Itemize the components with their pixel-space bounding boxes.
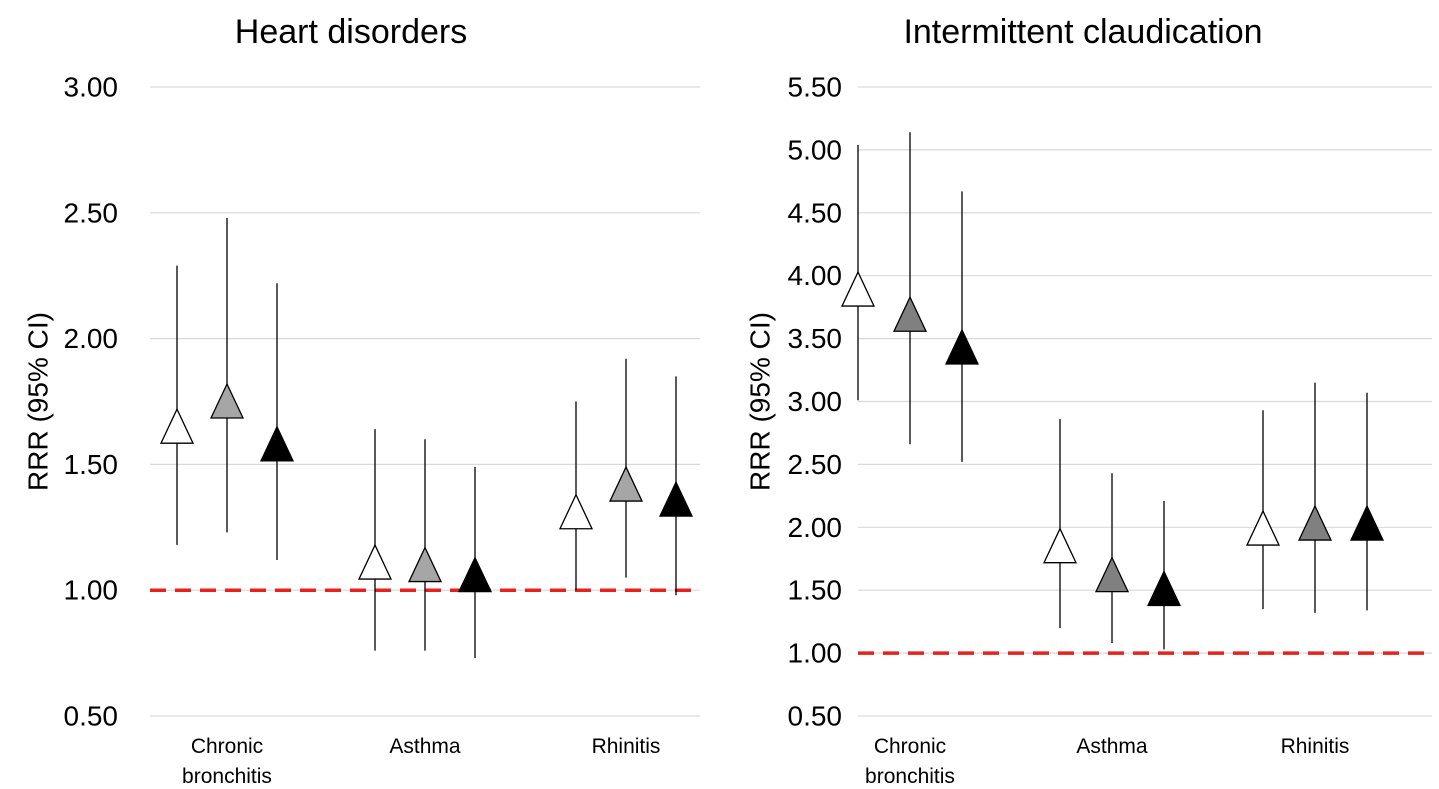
y-tick-label: 0.50 [64, 701, 119, 732]
category-label: Asthma [1076, 735, 1148, 758]
triangle-marker [357, 543, 393, 580]
y-tick-label: 2.00 [788, 512, 843, 543]
category-label: Asthma [389, 735, 461, 758]
y-tick-label: 1.50 [788, 575, 843, 606]
category-label: Rhinitis [592, 735, 661, 758]
category-label: Chronic [874, 735, 946, 758]
triangle-marker [407, 546, 443, 583]
y-tick-label: 2.50 [64, 197, 119, 228]
category-label: bronchitis [182, 765, 272, 788]
y-tick-label: 1.50 [64, 449, 119, 480]
triangle-marker [1245, 509, 1281, 546]
triangle-marker [558, 493, 594, 530]
y-tick-label: 0.50 [788, 701, 843, 732]
category-label: Rhinitis [1281, 735, 1350, 758]
triangle-marker [608, 465, 644, 502]
y-tick-label: 4.50 [788, 197, 843, 228]
y-tick-label: 5.00 [788, 134, 843, 165]
triangle-marker [944, 328, 980, 365]
y-tick-label: 5.50 [788, 72, 843, 103]
triangle-marker [1042, 527, 1078, 564]
y-tick-label: 4.00 [788, 260, 843, 291]
triangle-marker [840, 270, 876, 307]
y-tick-label: 1.00 [64, 575, 119, 606]
triangle-marker [159, 407, 195, 444]
category-label: bronchitis [865, 765, 955, 788]
intermittent-claudication-chart: Intermittent claudication RRR (95% CI) 0.5… [745, 13, 1432, 788]
triangle-marker [259, 425, 295, 462]
y-tick-label: 3.00 [64, 72, 119, 103]
triangle-marker [457, 556, 493, 593]
triangle-marker [1297, 504, 1333, 541]
category-label: Chronic [191, 735, 263, 758]
chart-title: Intermittent claudication [903, 13, 1262, 51]
y-axis-label: RRR (95% CI) [23, 312, 54, 491]
y-tick-label: 2.50 [788, 449, 843, 480]
triangle-marker [209, 382, 245, 419]
y-tick-label: 1.00 [788, 638, 843, 669]
triangle-marker [658, 480, 694, 517]
y-tick-label: 3.00 [788, 386, 843, 417]
triangle-marker [1146, 569, 1182, 607]
chart-title: Heart disorders [235, 13, 467, 51]
triangle-marker [892, 295, 928, 332]
triangle-marker [1094, 556, 1130, 593]
y-tick-label: 2.00 [64, 323, 119, 354]
triangle-marker [1349, 504, 1385, 541]
y-tick-label: 3.50 [788, 323, 843, 354]
y-axis-label: RRR (95% CI) [745, 312, 776, 491]
heart-disorders-chart: Heart disorders RRR (95% CI) 0.50 1.00 1.50 2… [23, 13, 700, 788]
